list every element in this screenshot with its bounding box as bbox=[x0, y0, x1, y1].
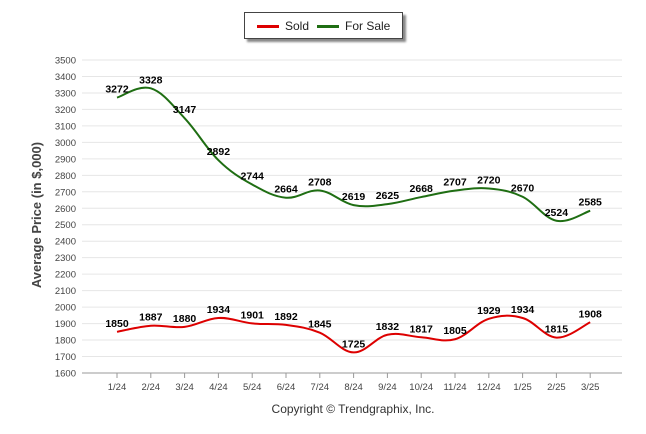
data-label-for-sale: 3272 bbox=[105, 84, 129, 96]
y-tick-label: 2200 bbox=[55, 270, 76, 281]
data-label-for-sale: 2707 bbox=[443, 177, 467, 189]
data-label-sold: 1934 bbox=[511, 304, 535, 316]
copyright-text: Copyright © Trendgraphix, Inc. bbox=[271, 402, 435, 416]
legend-item-for-sale[interactable]: For Sale bbox=[317, 19, 390, 33]
data-label-for-sale: 2670 bbox=[511, 183, 535, 195]
data-label-sold: 1934 bbox=[207, 304, 231, 316]
grid-lines bbox=[82, 59, 622, 374]
data-label-for-sale: 2585 bbox=[579, 197, 603, 209]
data-label-sold: 1817 bbox=[410, 323, 434, 335]
x-tick-label: 3/24 bbox=[175, 382, 194, 393]
x-tick-label: 2/25 bbox=[547, 382, 566, 393]
x-tick-label: 1/25 bbox=[513, 382, 532, 393]
y-tick-label: 2100 bbox=[55, 286, 76, 297]
series-lines bbox=[116, 86, 591, 354]
x-tick-label: 8/24 bbox=[344, 382, 363, 393]
data-label-for-sale: 2524 bbox=[545, 207, 569, 219]
y-tick-label: 3000 bbox=[55, 138, 76, 149]
data-label-for-sale: 2619 bbox=[342, 191, 366, 203]
data-label-sold: 1929 bbox=[477, 305, 501, 317]
x-tick-label: 11/24 bbox=[443, 382, 466, 393]
data-label-sold: 1908 bbox=[579, 308, 603, 320]
data-label-for-sale: 2892 bbox=[207, 146, 231, 158]
x-tick-label: 2/24 bbox=[142, 382, 161, 393]
y-tick-label: 3100 bbox=[55, 121, 76, 132]
legend-swatch-sold bbox=[257, 24, 279, 28]
x-tick-label: 12/24 bbox=[477, 382, 501, 393]
y-tick-label: 2800 bbox=[55, 171, 76, 182]
legend-swatch-for-sale bbox=[317, 24, 339, 28]
data-label-sold: 1815 bbox=[545, 324, 569, 336]
data-label-sold: 1845 bbox=[308, 319, 332, 331]
data-label-sold: 1892 bbox=[274, 311, 298, 323]
x-tick-label: 10/24 bbox=[409, 382, 433, 393]
series-line-sold bbox=[116, 314, 591, 354]
y-tick-label: 1800 bbox=[55, 336, 76, 347]
y-tick-label: 1700 bbox=[55, 352, 76, 363]
y-tick-label: 2400 bbox=[55, 237, 76, 248]
x-tick-label: 9/24 bbox=[378, 382, 397, 393]
x-tick-label: 7/24 bbox=[311, 382, 330, 393]
series-line-for-sale bbox=[116, 86, 591, 223]
y-axis-label: Average Price (in $,000) bbox=[29, 142, 44, 288]
data-label-for-sale: 2668 bbox=[410, 183, 434, 195]
axes: 1600 1700 1800 1900 2000 2100 2200 2300 2400 2500… bbox=[55, 56, 622, 393]
x-tick-label: 1/24 bbox=[108, 382, 127, 393]
legend-item-sold[interactable]: Sold bbox=[257, 19, 309, 33]
y-tick-label: 1600 bbox=[55, 369, 76, 380]
y-tick-label: 3400 bbox=[55, 72, 76, 83]
y-tick-label: 3300 bbox=[55, 88, 76, 99]
data-label-sold: 1850 bbox=[105, 318, 129, 330]
y-tick-label: 3500 bbox=[55, 56, 76, 67]
y-tick-label: 2500 bbox=[55, 220, 76, 231]
data-label-for-sale: 3147 bbox=[173, 104, 197, 116]
data-label-sold: 1887 bbox=[139, 312, 163, 324]
y-tick-label: 2300 bbox=[55, 253, 76, 264]
legend-label-sold: Sold bbox=[285, 19, 310, 33]
data-label-sold: 1832 bbox=[376, 321, 400, 333]
y-tick-label: 1900 bbox=[55, 319, 76, 330]
x-tick-label: 5/24 bbox=[243, 382, 262, 393]
data-label-for-sale: 3328 bbox=[139, 74, 163, 86]
data-label-for-sale: 2625 bbox=[376, 190, 400, 202]
data-label-sold: 1901 bbox=[241, 309, 265, 321]
y-tick-label: 2600 bbox=[55, 204, 76, 215]
data-label-for-sale: 2708 bbox=[308, 176, 332, 188]
legend: Sold For Sale bbox=[244, 12, 403, 39]
data-labels: 1850 1887 1880 1934 1901 1892 1845 1725 1832 1817… bbox=[105, 74, 602, 350]
data-label-for-sale: 2720 bbox=[477, 174, 501, 186]
data-label-sold: 1880 bbox=[173, 313, 197, 325]
y-tick-label: 2700 bbox=[55, 187, 76, 198]
y-tick-label: 3200 bbox=[55, 105, 76, 116]
x-tick-label: 4/24 bbox=[209, 382, 228, 393]
y-tick-label: 2000 bbox=[55, 303, 76, 314]
data-label-for-sale: 2744 bbox=[241, 171, 265, 183]
legend-label-for-sale: For Sale bbox=[345, 19, 391, 33]
data-label-for-sale: 2664 bbox=[274, 184, 298, 196]
x-tick-label: 3/25 bbox=[581, 382, 600, 393]
y-tick-label: 2900 bbox=[55, 154, 76, 165]
data-label-sold: 1725 bbox=[342, 338, 366, 350]
data-label-sold: 1805 bbox=[443, 325, 467, 337]
x-tick-label: 6/24 bbox=[277, 382, 296, 393]
